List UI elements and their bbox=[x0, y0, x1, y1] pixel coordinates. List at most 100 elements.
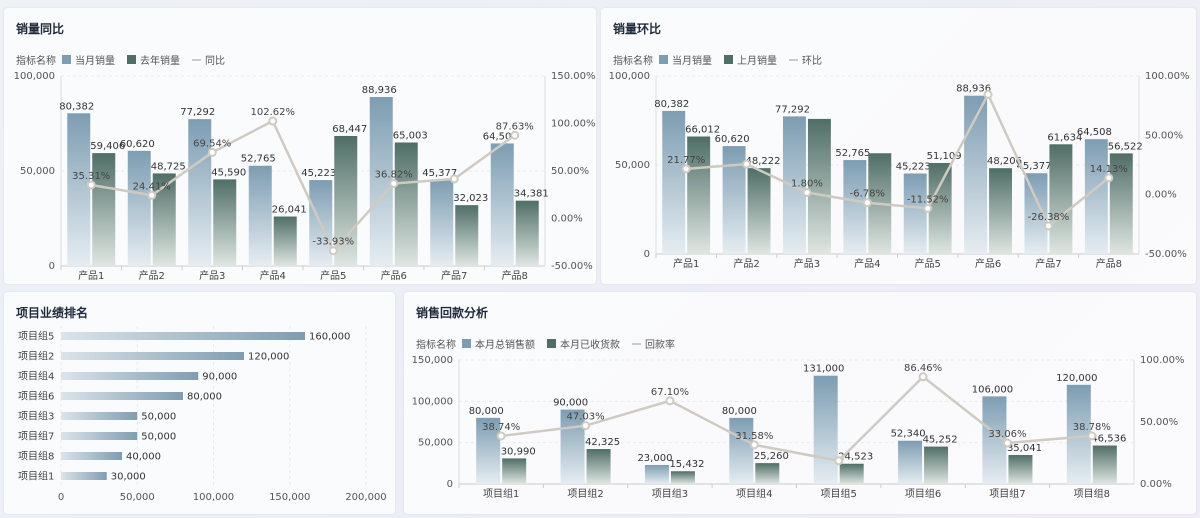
x-tick-label: 产品8 bbox=[502, 269, 528, 282]
legend-label: 指标名称 bbox=[16, 56, 56, 67]
line-point bbox=[918, 372, 928, 382]
legend-item-series1[interactable]: 当月销量 bbox=[62, 52, 115, 67]
line-point bbox=[1002, 438, 1012, 448]
legend-label: 指标名称 bbox=[613, 56, 653, 67]
panel-title: 销售回款分析 bbox=[416, 306, 489, 320]
bar-series1 bbox=[430, 179, 454, 266]
line-point bbox=[923, 203, 933, 213]
legend-item-series2[interactable]: 本月已收货款 bbox=[547, 336, 620, 351]
x-tick-label: 200,000 bbox=[345, 492, 386, 503]
line-point bbox=[581, 421, 591, 431]
panel-title: 项目业绩排名 bbox=[16, 306, 89, 320]
bar-series2 bbox=[755, 463, 780, 484]
y-tick-label: 项目组5 bbox=[18, 330, 54, 343]
data-label: 77,292 bbox=[775, 104, 810, 115]
y-tick-label: 项目组4 bbox=[18, 370, 54, 383]
data-label: 65,003 bbox=[393, 130, 428, 141]
bar-series2 bbox=[839, 463, 864, 484]
data-label: 46,536 bbox=[1091, 434, 1126, 445]
legend-item-line[interactable]: 回款率 bbox=[632, 336, 675, 351]
x-tick-label: 产品1 bbox=[673, 257, 699, 270]
x-tick-label: 150,000 bbox=[269, 492, 310, 503]
bar bbox=[61, 412, 138, 420]
line-data-label: 47.03% bbox=[566, 412, 604, 423]
y-tick-label: 100,000 bbox=[14, 71, 55, 82]
data-label: 80,382 bbox=[654, 99, 689, 110]
data-label: 80,000 bbox=[469, 406, 504, 417]
line-series bbox=[686, 91, 1110, 228]
bar bbox=[61, 332, 305, 340]
line-point bbox=[681, 164, 691, 174]
legend-item-series1[interactable]: 本月总销售额 bbox=[462, 336, 535, 351]
panel-title: 销量同比 bbox=[16, 22, 65, 36]
data-label: 34,381 bbox=[514, 189, 549, 200]
y2-tick-label: 50.00% bbox=[1145, 130, 1183, 141]
yoy-panel: 销量同比 指标名称 当月销量 去年销量 同比 0 50,000 100,000 -50… bbox=[4, 8, 596, 284]
line-point bbox=[742, 159, 752, 169]
line-data-label: 36.82% bbox=[375, 170, 413, 181]
y-tick-label: 0 bbox=[49, 261, 55, 272]
data-label: 40,000 bbox=[126, 452, 161, 463]
data-label: 45,590 bbox=[211, 167, 246, 178]
bar-series1 bbox=[903, 173, 927, 254]
line-point bbox=[449, 174, 459, 184]
y-tick-label: 100,000 bbox=[609, 71, 650, 82]
bar-series1 bbox=[964, 95, 988, 255]
data-label: 45,377 bbox=[1016, 161, 1051, 172]
y2-tick-label: 0.00% bbox=[1145, 190, 1177, 201]
line-point bbox=[86, 180, 96, 190]
line-data-label: 31.58% bbox=[735, 431, 773, 442]
data-label: 30,000 bbox=[111, 472, 146, 483]
bar-series1 bbox=[248, 165, 272, 266]
data-label: 64,508 bbox=[483, 131, 518, 142]
line-data-label: -33.93% bbox=[312, 237, 354, 248]
data-label: 90,000 bbox=[202, 372, 237, 383]
mom-chart: 0 50,000 100,000 -50.00% 0.00% 50.00% 100.00% 产… bbox=[609, 71, 1190, 270]
line-data-label: 38.78% bbox=[1073, 422, 1111, 433]
legend-item-series2[interactable]: 去年销量 bbox=[127, 52, 180, 67]
line-point bbox=[983, 89, 993, 99]
data-label: 59,406 bbox=[90, 141, 125, 152]
line-data-label: 1.80% bbox=[791, 179, 823, 190]
x-tick-label: 产品4 bbox=[854, 257, 880, 270]
data-label: 160,000 bbox=[309, 332, 350, 343]
legend-item-line[interactable]: 环比 bbox=[789, 52, 822, 67]
bar-series1 bbox=[127, 150, 151, 266]
bar-series2 bbox=[807, 118, 831, 254]
data-label: 120,000 bbox=[1056, 373, 1097, 384]
x-tick-label: 50,000 bbox=[120, 492, 155, 503]
legend-item-series1[interactable]: 当月销量 bbox=[659, 52, 712, 67]
data-label: 68,447 bbox=[332, 124, 367, 135]
bar-series2 bbox=[1049, 144, 1073, 254]
data-label: 51,109 bbox=[927, 151, 962, 162]
bar-series2 bbox=[334, 135, 358, 266]
bar-series2 bbox=[152, 173, 176, 266]
bar-series2 bbox=[455, 205, 479, 266]
y2-tick-label: 0.00% bbox=[551, 214, 583, 225]
chart-legend: 指标名称 当月销量 上月销量 环比 bbox=[613, 52, 828, 67]
sales-panel: 销售回款分析 指标名称 本月总销售额 本月已收货款 回款率 0 50,000 100… bbox=[404, 292, 1196, 514]
bar-series2 bbox=[515, 200, 539, 266]
data-label: 48,222 bbox=[746, 156, 781, 167]
line-data-label: 87.63% bbox=[496, 121, 534, 132]
legend-item-line[interactable]: 同比 bbox=[192, 52, 225, 67]
x-tick-label: 0 bbox=[58, 492, 64, 503]
x-tick-label: 项目组5 bbox=[821, 487, 857, 500]
x-tick-label: 项目组3 bbox=[652, 487, 688, 500]
bar bbox=[61, 452, 122, 460]
y-tick-label: 项目组3 bbox=[18, 410, 54, 423]
x-tick-label: 项目组4 bbox=[736, 487, 772, 500]
legend-item-series2[interactable]: 上月销量 bbox=[724, 52, 777, 67]
line-point bbox=[1104, 173, 1114, 183]
line-data-label: 14.13% bbox=[1090, 164, 1128, 175]
line-data-label: 86.46% bbox=[904, 363, 942, 374]
y-tick-label: 0 bbox=[447, 479, 453, 490]
line-data-label: 102.62% bbox=[251, 107, 296, 118]
bar-series2 bbox=[1008, 455, 1033, 484]
line-series bbox=[501, 375, 1092, 463]
data-label: 30,990 bbox=[501, 446, 536, 457]
yoy-chart: 0 50,000 100,000 -50.00% 0.00% 50.00% 100.00% 1… bbox=[14, 71, 596, 282]
bar bbox=[61, 472, 107, 480]
bar-series1 bbox=[490, 143, 514, 266]
line-point bbox=[496, 431, 506, 441]
